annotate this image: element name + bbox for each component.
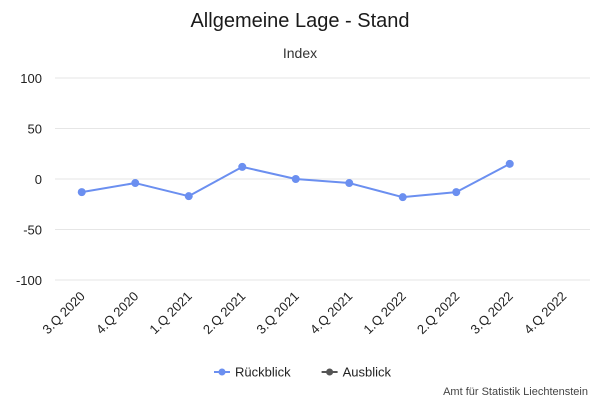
legend-item-label[interactable]: Ausblick xyxy=(343,365,392,380)
data-point[interactable] xyxy=(452,188,461,197)
y-tick-label: -50 xyxy=(23,223,42,238)
grid-lines xyxy=(55,77,590,281)
legend-marker xyxy=(218,368,226,376)
data-point[interactable] xyxy=(345,179,354,188)
chart-title: Allgemeine Lage - Stand xyxy=(190,10,409,32)
x-tick-label: 4.Q 2021 xyxy=(307,289,355,337)
y-axis-ticks: 100 50 0 -50 -100 xyxy=(16,71,42,288)
data-point[interactable] xyxy=(398,193,407,202)
x-axis-ticks: 3.Q 2020 4.Q 2020 1.Q 2021 2.Q 2021 3.Q 2021… xyxy=(39,289,569,337)
legend-marker xyxy=(326,368,334,376)
x-tick-label: 2.Q 2021 xyxy=(200,289,248,337)
legend-item-label[interactable]: Rückblick xyxy=(235,365,291,380)
y-tick-label: 0 xyxy=(35,172,42,187)
data-point[interactable] xyxy=(238,162,247,171)
x-tick-label: 4.Q 2022 xyxy=(521,289,569,337)
y-tick-label: 50 xyxy=(28,122,42,137)
x-tick-label: 3.Q 2020 xyxy=(39,289,87,337)
data-point[interactable] xyxy=(291,175,300,183)
credit-text: Amt für Statistik Liechtenstein xyxy=(443,386,588,398)
legend: Rückblick Ausblick xyxy=(214,365,392,380)
y-tick-label: -100 xyxy=(16,273,42,288)
x-tick-label: 3.Q 2022 xyxy=(467,289,515,337)
data-point[interactable] xyxy=(505,159,514,168)
x-tick-label: 1.Q 2022 xyxy=(360,289,408,337)
data-point[interactable] xyxy=(77,188,86,197)
x-tick-label: 2.Q 2022 xyxy=(414,289,462,337)
data-point[interactable] xyxy=(184,192,193,201)
y-tick-label: 100 xyxy=(20,71,42,86)
chart-subtitle: Index xyxy=(283,45,317,61)
data-point[interactable] xyxy=(131,179,140,188)
x-tick-label: 4.Q 2020 xyxy=(93,289,141,337)
series-layer xyxy=(77,159,514,202)
x-tick-label: 3.Q 2021 xyxy=(253,289,301,337)
x-tick-label: 1.Q 2021 xyxy=(146,289,194,337)
